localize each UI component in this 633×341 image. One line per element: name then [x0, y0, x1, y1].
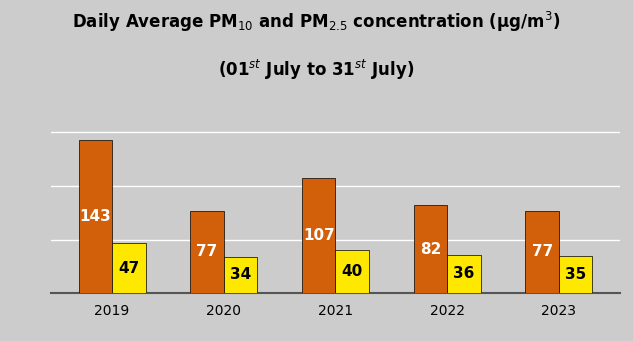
Bar — [335, 250, 369, 293]
Bar — [447, 255, 480, 293]
Bar — [224, 257, 257, 293]
Bar — [112, 243, 146, 293]
Bar — [302, 178, 335, 293]
Text: 77: 77 — [532, 244, 553, 260]
Text: 77: 77 — [196, 244, 218, 260]
Bar — [191, 210, 224, 293]
Bar — [559, 256, 592, 293]
Bar — [78, 139, 112, 293]
Text: 107: 107 — [303, 228, 335, 243]
Text: 36: 36 — [453, 266, 475, 281]
Text: (01$^{st}$ July to 31$^{st}$ July): (01$^{st}$ July to 31$^{st}$ July) — [218, 58, 415, 82]
Text: 35: 35 — [565, 267, 586, 282]
Text: 82: 82 — [420, 242, 441, 257]
Text: 143: 143 — [80, 209, 111, 224]
Text: Daily Average PM$_{10}$ and PM$_{2.5}$ concentration (μg/m$^3$): Daily Average PM$_{10}$ and PM$_{2.5}$ c… — [72, 10, 561, 34]
Text: 34: 34 — [230, 267, 251, 282]
Bar — [414, 205, 447, 293]
Text: 47: 47 — [118, 261, 139, 276]
Bar — [525, 210, 559, 293]
Text: 40: 40 — [342, 264, 363, 279]
